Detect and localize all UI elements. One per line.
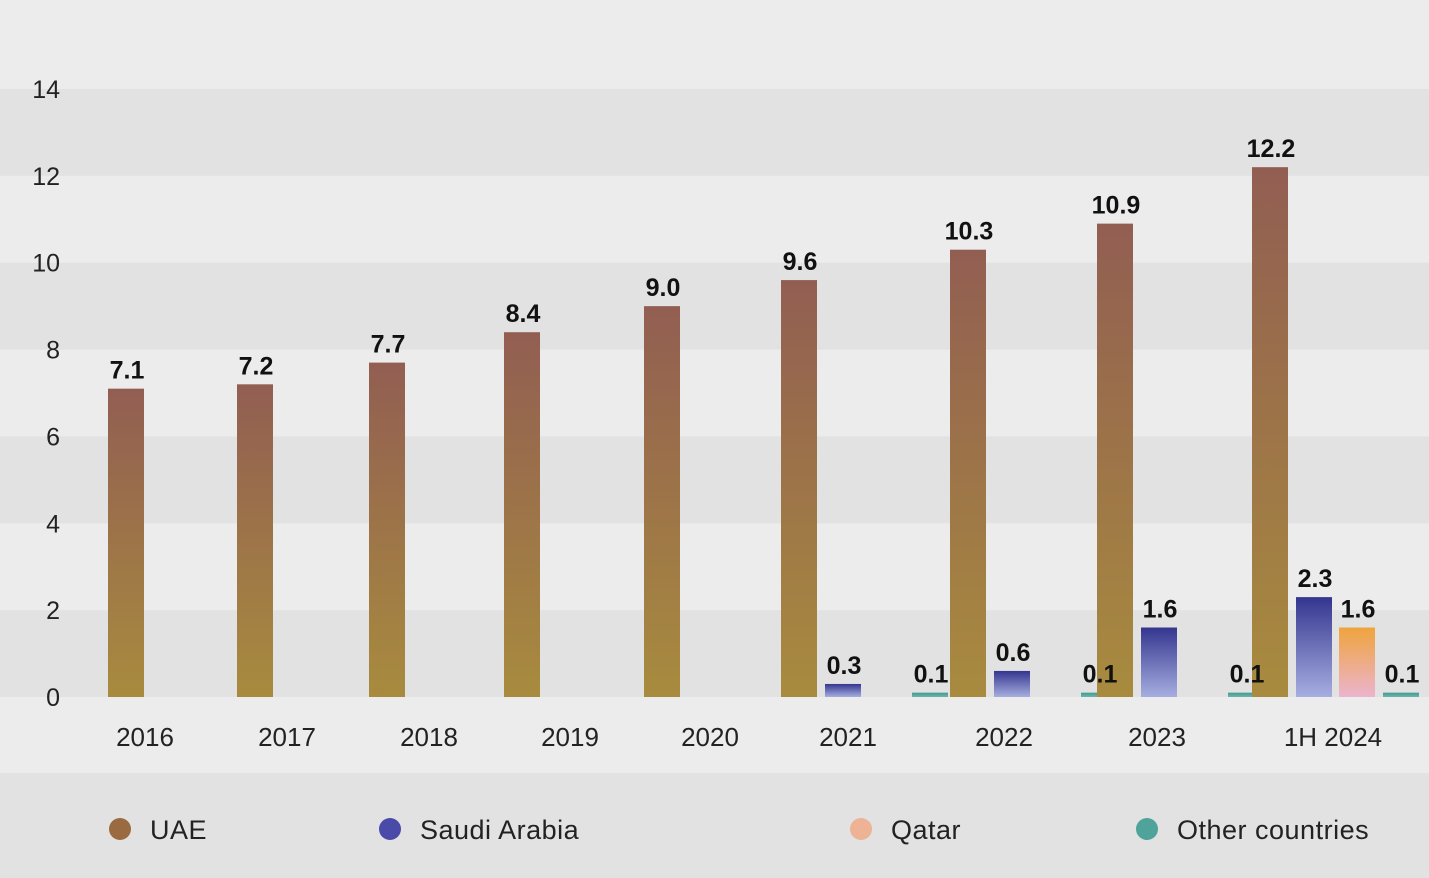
data-label: 0.1 bbox=[1230, 661, 1265, 689]
data-label: 9.6 bbox=[783, 248, 818, 276]
legend-label: UAE bbox=[150, 815, 207, 845]
y-tick-label: 8 bbox=[46, 337, 60, 365]
y-tick-label: 12 bbox=[32, 163, 60, 191]
data-labels: 7.1 7.2 7.7 8.4 9.0 9.6 0.3 0.1 10.3 0.6 0.1 10.9 1.… bbox=[110, 135, 1420, 688]
y-tick-label: 2 bbox=[46, 597, 60, 625]
legend-item-uae: UAE bbox=[109, 815, 207, 845]
grid-band bbox=[0, 436, 1429, 524]
data-label: 0.1 bbox=[914, 661, 949, 689]
x-tick-label: 2018 bbox=[400, 722, 458, 752]
bar-saudi-arabia-2022 bbox=[994, 670, 1030, 697]
bar-qatar-1h-2024 bbox=[1339, 627, 1375, 697]
grid-band bbox=[0, 262, 1429, 350]
legend: UAE Saudi Arabia Qatar Other countries bbox=[109, 815, 1369, 845]
grid-band bbox=[0, 610, 1429, 697]
legend-swatch bbox=[1136, 818, 1158, 840]
legend-swatch bbox=[850, 818, 872, 840]
data-label: 2.3 bbox=[1298, 565, 1333, 593]
y-tick-label: 10 bbox=[32, 250, 60, 278]
bar-uae-2018 bbox=[369, 362, 405, 697]
data-label: 0.1 bbox=[1083, 661, 1118, 689]
x-tick-label: 2019 bbox=[541, 722, 599, 752]
bar-other-countries-2021 bbox=[912, 692, 948, 697]
bar-uae-2019 bbox=[504, 332, 540, 697]
data-label: 0.6 bbox=[996, 639, 1031, 667]
data-label: 7.7 bbox=[371, 331, 406, 359]
legend-label: Saudi Arabia bbox=[420, 815, 580, 845]
x-tick-label: 2022 bbox=[975, 722, 1033, 752]
data-label: 12.2 bbox=[1247, 135, 1296, 163]
bar-saudi-arabia-1h-2024 bbox=[1296, 597, 1332, 697]
bar-other-countries-1h-2024 bbox=[1383, 692, 1419, 697]
x-tick-label: 2016 bbox=[116, 722, 174, 752]
data-label: 0.1 bbox=[1385, 661, 1420, 689]
y-tick-label: 0 bbox=[46, 684, 60, 712]
data-label: 9.0 bbox=[646, 274, 681, 302]
bar-uae-1h-2024 bbox=[1252, 167, 1288, 697]
bars bbox=[108, 167, 1419, 697]
legend-item-qatar: Qatar bbox=[850, 815, 961, 845]
bar-uae-2022 bbox=[950, 249, 986, 697]
data-label: 10.3 bbox=[945, 218, 994, 246]
legend-band bbox=[0, 773, 1429, 878]
bar-saudi-arabia-2023 bbox=[1141, 627, 1177, 697]
data-label: 8.4 bbox=[506, 300, 541, 328]
y-tick-label: 4 bbox=[46, 510, 60, 538]
bar-saudi-arabia-2021 bbox=[825, 683, 861, 697]
legend-label: Qatar bbox=[891, 815, 961, 845]
legend-label: Other countries bbox=[1177, 815, 1369, 845]
legend-swatch bbox=[109, 818, 131, 840]
x-tick-label: 2017 bbox=[258, 722, 316, 752]
bar-uae-2023 bbox=[1097, 223, 1133, 697]
legend-swatch bbox=[379, 818, 401, 840]
bar-other-countries-2023 bbox=[1228, 692, 1264, 697]
grid-bands bbox=[0, 89, 1429, 697]
x-tick-label: 2020 bbox=[681, 722, 739, 752]
data-label: 0.3 bbox=[827, 652, 862, 680]
x-tick-label: 2021 bbox=[819, 722, 877, 752]
x-tick-label: 2023 bbox=[1128, 722, 1186, 752]
grid-band bbox=[0, 89, 1429, 176]
bar-uae-2020 bbox=[644, 306, 680, 697]
data-label: 7.1 bbox=[110, 357, 145, 385]
bar-uae-2016 bbox=[108, 388, 144, 697]
y-tick-label: 6 bbox=[46, 423, 60, 451]
x-axis-labels: 2016 2017 2018 2019 2020 2021 2022 2023 1H 2024 bbox=[116, 722, 1382, 752]
data-label: 10.9 bbox=[1092, 192, 1141, 220]
data-label: 1.6 bbox=[1143, 596, 1178, 624]
y-axis-ticks: 0 2 4 6 8 10 12 14 bbox=[32, 76, 60, 712]
x-tick-label: 1H 2024 bbox=[1284, 722, 1382, 752]
data-label: 7.2 bbox=[239, 352, 274, 380]
bar-uae-2021 bbox=[781, 280, 817, 697]
data-label: 1.6 bbox=[1341, 596, 1376, 624]
y-tick-label: 14 bbox=[32, 76, 60, 104]
legend-item-other-countries: Other countries bbox=[1136, 815, 1369, 845]
bar-uae-2017 bbox=[237, 384, 273, 697]
legend-item-saudi-arabia: Saudi Arabia bbox=[379, 815, 580, 845]
